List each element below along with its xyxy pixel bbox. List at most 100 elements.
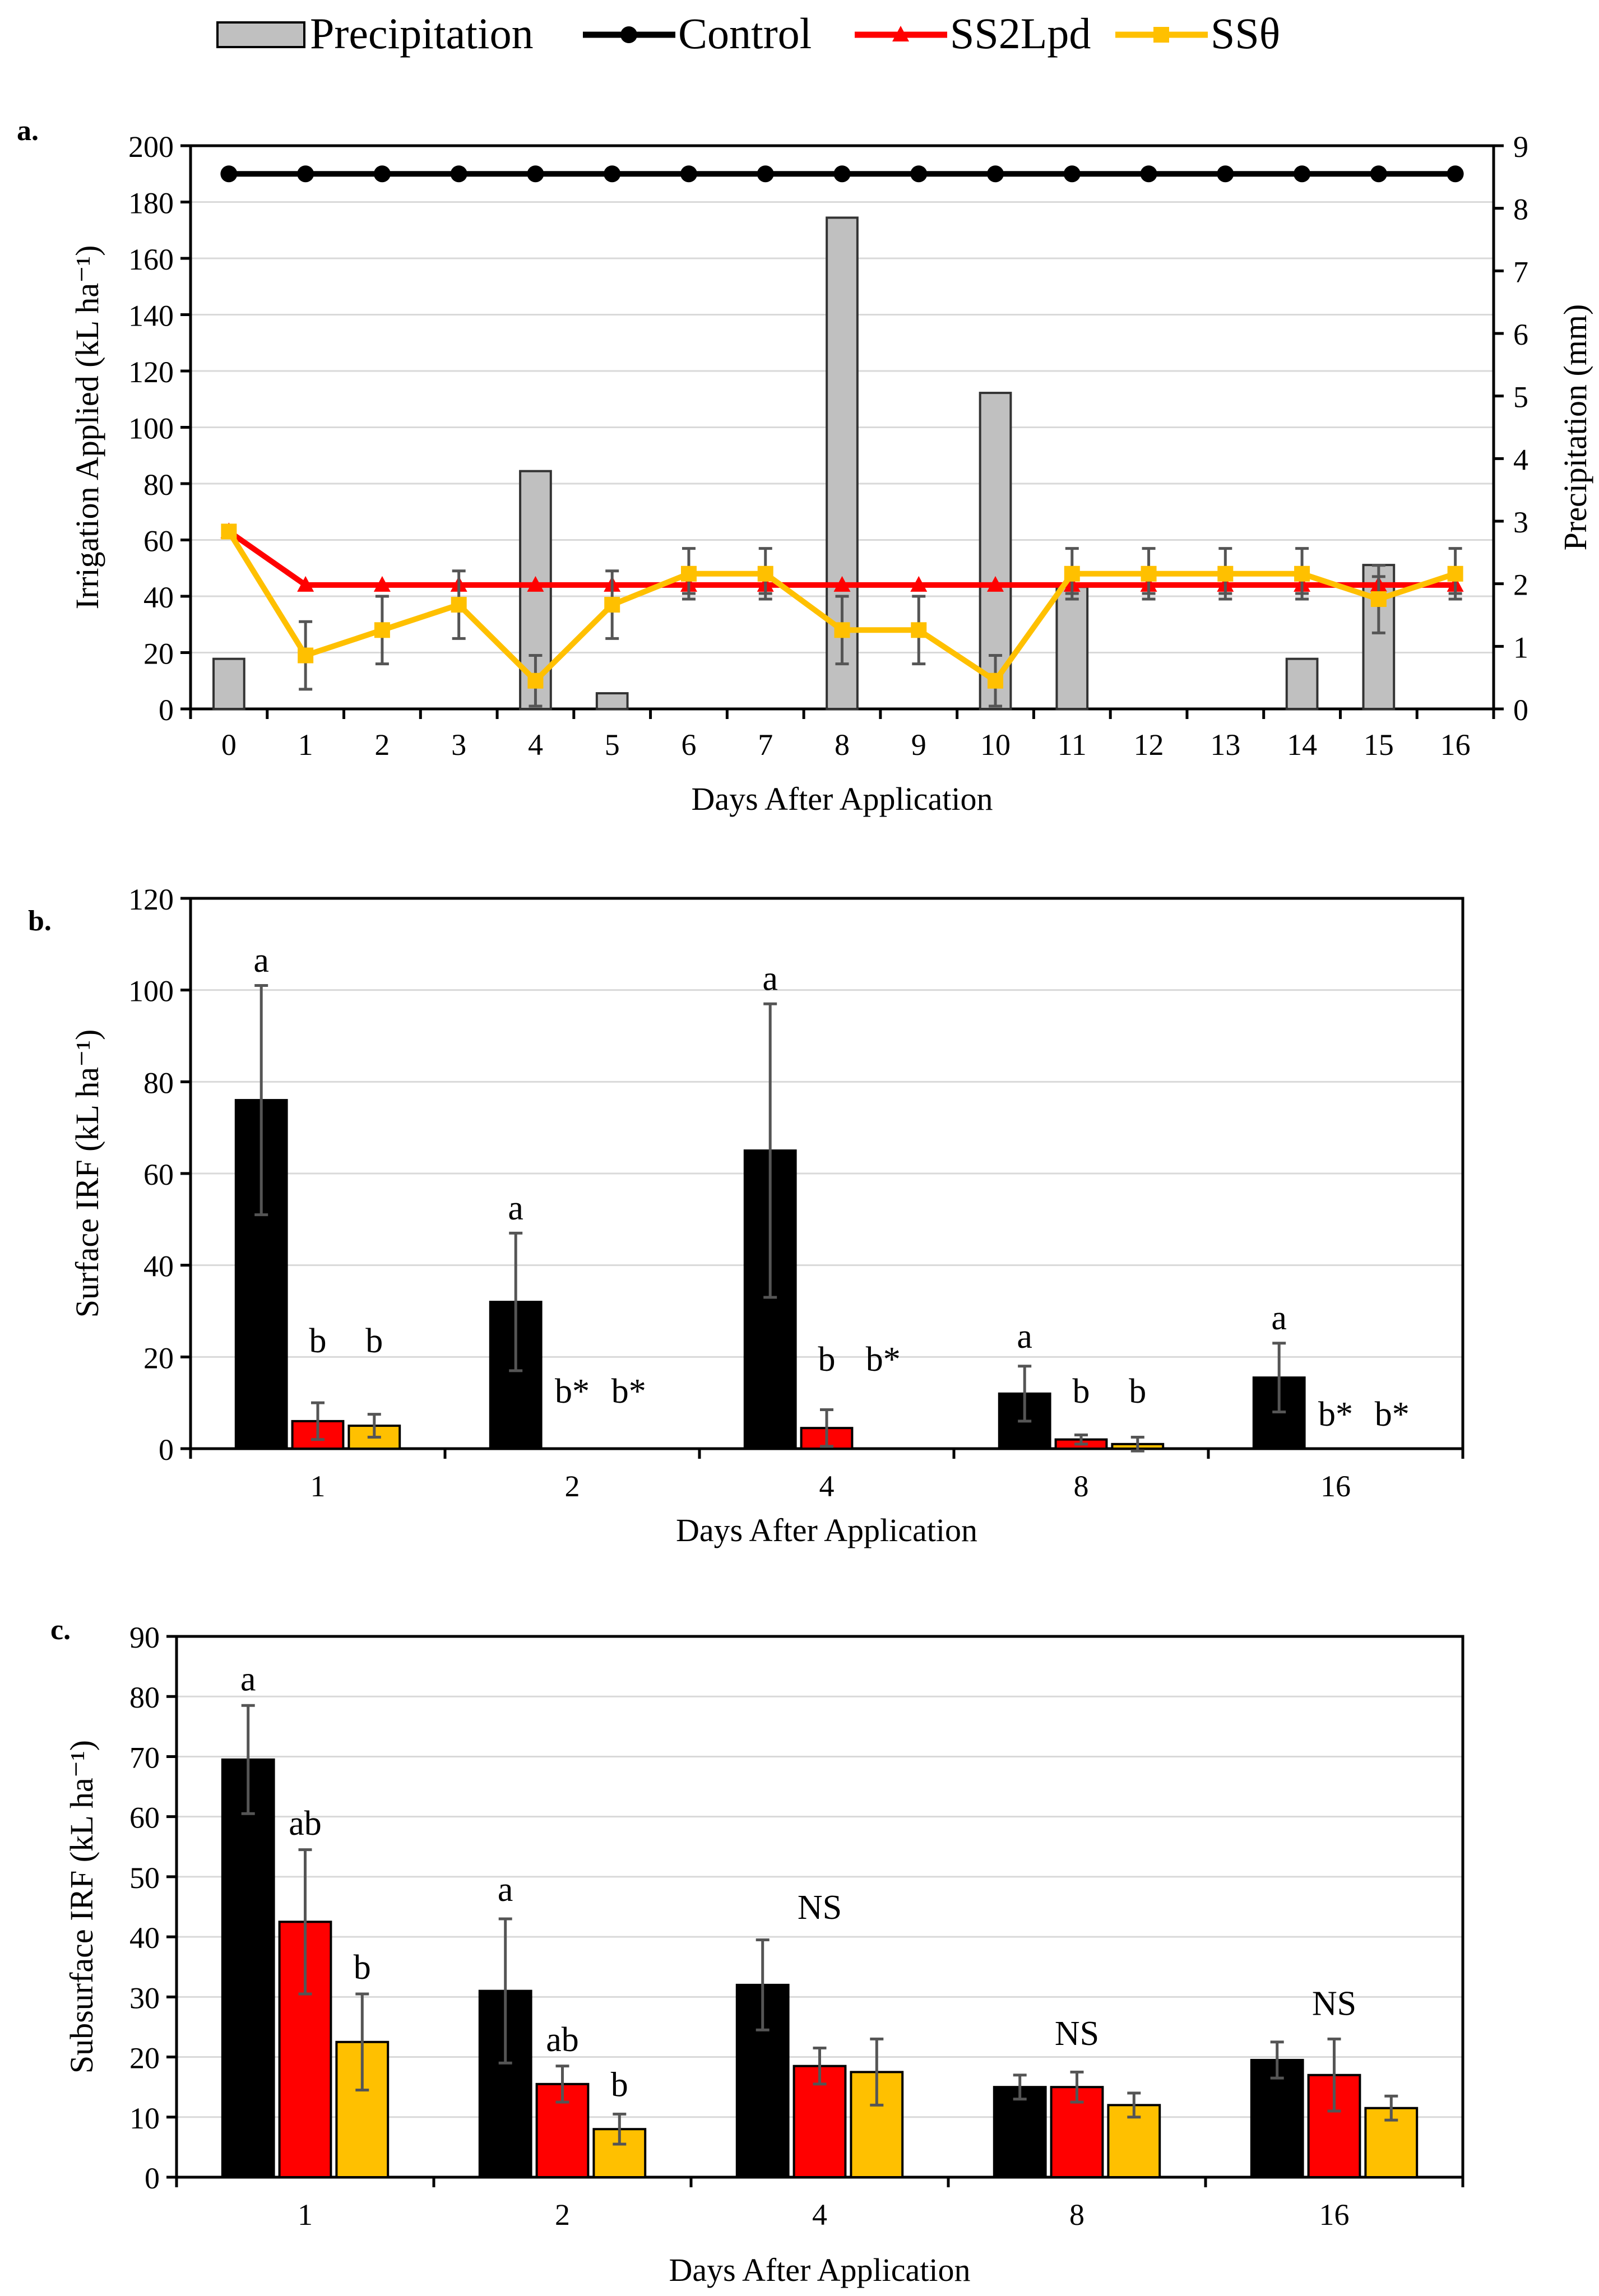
significance-label: ab [289,1805,322,1843]
legend-label-ss2lpd: SS2Lpd [950,9,1091,58]
y2-tick-label: 4 [1513,443,1528,476]
y-tick-label: 90 [129,1621,160,1654]
y-tick-label: 0 [159,1433,174,1467]
bar-control [1250,2058,1304,2179]
bar-control [993,2086,1047,2179]
significance-label: b* [866,1341,901,1379]
y-tick-label: 60 [143,525,174,558]
legend-label-sstheta: SSθ [1211,9,1280,58]
x-tick-label: 1 [310,1469,326,1503]
y2-axis-title: Precipitation (mm) [1557,304,1593,551]
x-tick-label: 1 [298,728,313,762]
x-tick-label: 8 [835,728,850,762]
x-tick-label: 2 [374,728,390,762]
y-tick-label: 120 [128,883,174,916]
x-tick-label: 7 [758,728,773,762]
precipitation-bar [595,692,629,711]
data-point-sstheta [757,565,773,582]
significance-label: ab [546,2021,579,2059]
x-tick-label: 9 [911,728,926,762]
y-tick-label: 200 [128,130,174,164]
y-tick-label: 180 [128,187,174,220]
significance-label: b* [1375,1395,1410,1434]
significance-label: b [611,2066,628,2104]
y-tick-label: 160 [128,243,174,276]
y-tick-label: 140 [128,299,174,333]
x-tick-label: 5 [605,728,620,762]
data-point-control [220,165,238,183]
y2-tick-label: 6 [1513,318,1528,351]
data-point-control [1063,165,1081,183]
significance-label: a [498,1871,513,1909]
significance-label: b [1073,1372,1090,1411]
significance-label: a [508,1189,523,1227]
x-tick-label: 3 [451,728,466,762]
legend-label-precipitation: Precipitation [310,9,534,58]
data-point-sstheta [988,672,1004,689]
significance-label: b [365,1322,383,1360]
significance-label: a [762,960,778,998]
legend-swatch-precipitation [216,21,305,48]
data-point-control [1140,165,1157,183]
data-point-control [604,165,621,183]
x-tick-label: 4 [819,1469,835,1503]
data-point-sstheta [604,597,620,613]
significance-label: b* [555,1372,590,1411]
x-tick-label: 8 [1069,2198,1084,2232]
significance-label: b [309,1322,327,1360]
data-point-ss2lpd [297,576,314,592]
precipitation-bar [212,657,245,710]
y-tick-label: 20 [129,2042,160,2075]
y-tick-label: 30 [129,1981,160,2015]
significance-label: b* [1318,1395,1353,1434]
data-point-ss2lpd [373,576,391,592]
data-point-control [1447,165,1464,183]
significance-label: a [1271,1299,1287,1337]
y2-tick-label: 5 [1513,381,1528,414]
y-tick-label: 60 [129,1801,160,1835]
x-axis-title: Days After Application [676,1512,977,1548]
bar-control [221,1758,275,2179]
precipitation-bar [1285,657,1319,710]
data-point-sstheta [374,622,390,638]
data-point-control [987,165,1004,183]
x-tick-label: 13 [1210,728,1240,762]
y-tick-label: 70 [129,1741,160,1774]
significance-label: b* [611,1372,646,1411]
data-point-sstheta [527,672,544,689]
x-tick-label: 2 [565,1469,580,1503]
data-point-sstheta [1447,565,1463,582]
y-axis-title: Subsurface IRF (kL ha⁻¹) [63,1740,100,2074]
data-point-sstheta [1141,565,1157,582]
precipitation-bar [1055,586,1089,710]
y2-tick-label: 0 [1513,693,1528,727]
significance-label: a [253,941,269,980]
data-point-sstheta [451,597,467,613]
y2-tick-label: 1 [1513,630,1528,664]
significance-label: b [1129,1372,1146,1411]
y-tick-label: 40 [143,1250,174,1283]
x-tick-label: 11 [1058,728,1087,762]
x-tick-label: 8 [1074,1469,1089,1503]
x-tick-label: 4 [812,2198,827,2232]
data-point-control [297,165,314,183]
data-point-control [833,165,851,183]
data-point-sstheta [1217,565,1234,582]
data-point-control [527,165,544,183]
data-point-control [1217,165,1234,183]
data-point-ss2lpd [833,576,851,592]
x-axis-title: Days After Application [691,781,993,817]
x-tick-label: 15 [1364,728,1394,762]
significance-label: a [1017,1318,1032,1356]
x-axis-title: Days After Application [669,2252,970,2288]
significance-label: NS [1312,1985,1356,2023]
y2-tick-label: 3 [1513,505,1528,539]
y-tick-label: 0 [159,693,174,727]
significance-label: NS [798,1889,842,1927]
data-point-control [1370,165,1387,183]
y2-tick-label: 2 [1513,568,1528,602]
significance-label: a [240,1660,256,1699]
y2-tick-label: 9 [1513,130,1528,164]
